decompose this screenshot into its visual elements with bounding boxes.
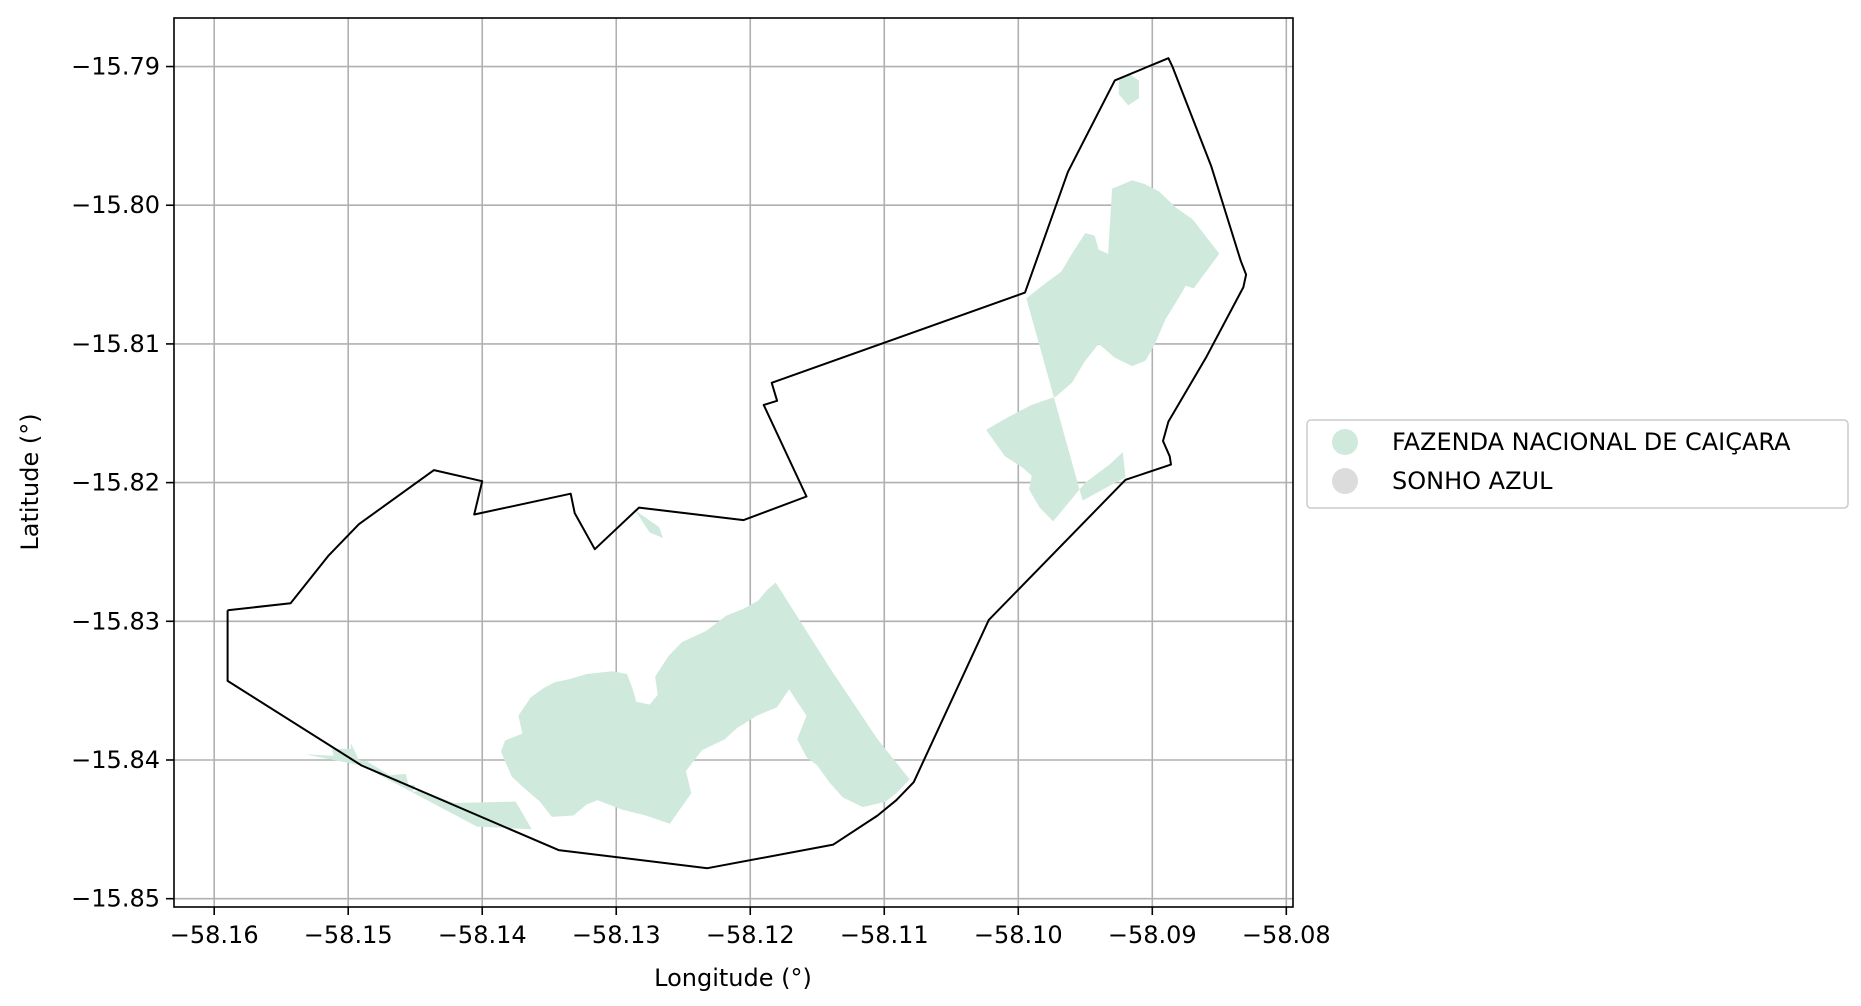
boundary-outline xyxy=(226,57,1248,870)
x-tick-label: −58.08 xyxy=(1242,921,1331,949)
x-tick-labels: −58.16 −58.15 −58.14 −58.13 −58.12 −58.11 −58.… xyxy=(170,921,1331,949)
y-tick-label: −15.79 xyxy=(71,53,160,81)
y-tick-labels: −15.79 −15.80 −15.81 −15.82 −15.83 −15.84 −15.… xyxy=(71,53,160,913)
legend-marker-sonho-azul xyxy=(1332,468,1358,494)
y-tick-label: −15.82 xyxy=(71,469,160,497)
x-tick-label: −58.10 xyxy=(974,921,1063,949)
x-tick-label: −58.09 xyxy=(1108,921,1197,949)
x-tick-label: −58.14 xyxy=(438,921,527,949)
y-tick-label: −15.85 xyxy=(71,885,160,913)
fazenda-region xyxy=(501,582,910,824)
boundary-line xyxy=(226,57,1248,870)
axes-frame xyxy=(173,17,1294,908)
x-tick-label: −58.15 xyxy=(304,921,393,949)
y-tick-label: −15.83 xyxy=(71,607,160,635)
legend-box xyxy=(1306,419,1849,509)
y-tick-label: −15.81 xyxy=(71,330,160,358)
y-axis-label: Latitude (°) xyxy=(16,413,44,550)
fazenda-region xyxy=(986,180,1220,522)
x-tick-label: −58.16 xyxy=(170,921,259,949)
fazenda-region xyxy=(1118,73,1139,106)
legend: FAZENDA NACIONAL DE CAIÇARA SONHO AZUL xyxy=(1306,419,1849,509)
legend-marker-fazenda xyxy=(1332,429,1358,455)
legend-label-fazenda: FAZENDA NACIONAL DE CAIÇARA xyxy=(1392,428,1791,456)
y-tick-label: −15.84 xyxy=(71,746,160,774)
fazenda-region xyxy=(635,510,664,539)
x-axis-label: Longitude (°) xyxy=(654,964,812,992)
tick-marks xyxy=(166,65,1288,915)
x-tick-label: −58.13 xyxy=(572,921,661,949)
axes-background xyxy=(174,18,1293,907)
legend-label-sonho-azul: SONHO AZUL xyxy=(1392,467,1553,495)
y-tick-label: −15.80 xyxy=(71,191,160,219)
x-tick-label: −58.12 xyxy=(706,921,795,949)
plot-area xyxy=(173,17,1294,908)
x-tick-label: −58.11 xyxy=(840,921,929,949)
